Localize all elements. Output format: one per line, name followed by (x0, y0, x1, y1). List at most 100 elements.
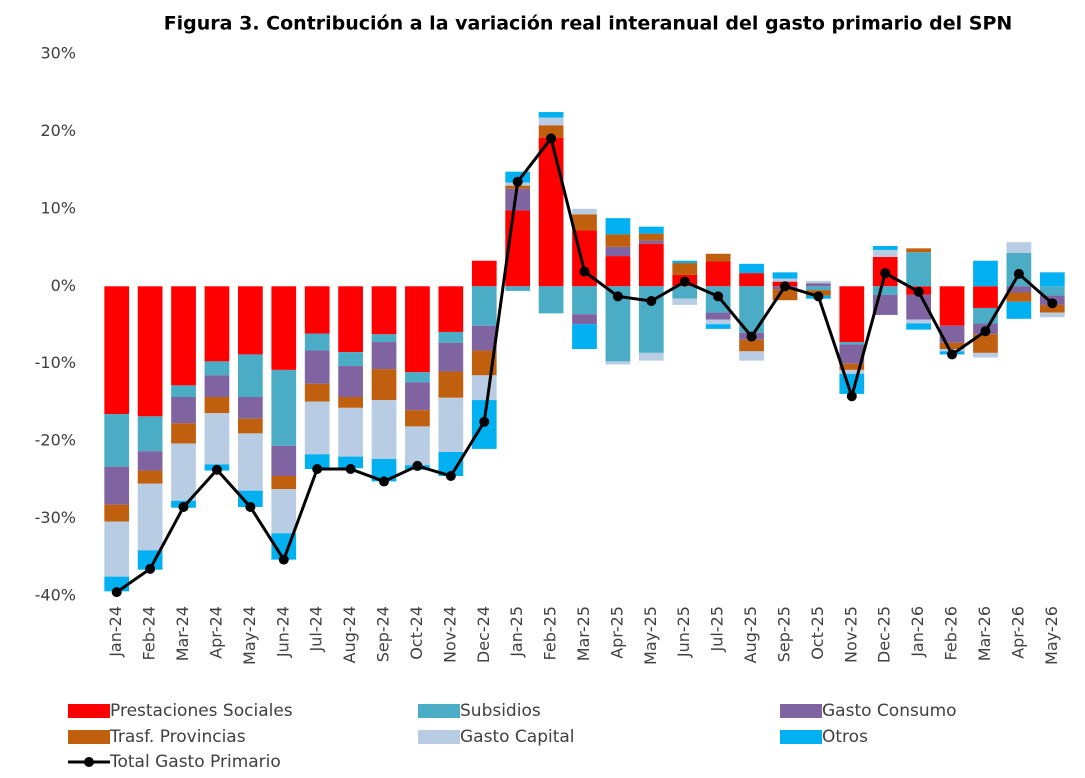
bar-segment (304, 350, 330, 384)
bar-segment (371, 458, 397, 482)
bar-segment (939, 286, 965, 326)
legend-swatch (418, 730, 460, 744)
bar-segment (104, 414, 130, 467)
bar-segment (405, 382, 430, 411)
bar-segment (572, 286, 597, 315)
bar-segment (204, 361, 230, 376)
bar-segment (605, 361, 631, 365)
bar-segment (405, 426, 430, 466)
x-tick-label: Aug-25 (741, 606, 760, 663)
bar-segment (906, 323, 932, 330)
bar-segment (137, 470, 163, 484)
line-marker (479, 416, 490, 427)
bar-segment (705, 324, 731, 329)
bar-segment (137, 483, 163, 551)
bar-segment (872, 246, 898, 250)
bar-segment (806, 280, 831, 284)
line-marker (679, 276, 690, 287)
x-tick-label: Jan-25 (507, 606, 526, 658)
bar-segment (338, 352, 363, 367)
bar-segment (538, 117, 564, 126)
legend-marker (84, 757, 94, 767)
line-marker (779, 281, 790, 292)
bar-segment (237, 490, 263, 507)
bar-segment (338, 366, 363, 398)
bar-segment (171, 443, 196, 501)
line-marker (145, 563, 156, 574)
line-marker (111, 587, 122, 598)
line-marker (713, 291, 724, 302)
bar-segment (906, 248, 932, 253)
x-tick-label: Mar-26 (975, 606, 994, 661)
bar-segment (638, 233, 664, 241)
y-tick-label: 0% (51, 276, 76, 295)
bar-segment (304, 383, 330, 402)
bar-segment (271, 445, 297, 476)
bar-segment (572, 324, 597, 350)
bar-segment (204, 375, 230, 398)
bar-segment (572, 208, 597, 215)
chart-title: Figura 3. Contribución a la variación re… (164, 13, 1013, 35)
bar-segment (505, 188, 531, 211)
line-marker (379, 476, 390, 487)
bar-segment (939, 325, 965, 343)
bar-segment (438, 397, 464, 452)
line-marker (947, 349, 958, 360)
bar-segment (1039, 286, 1065, 296)
x-tick-label: Feb-24 (140, 606, 159, 660)
bar-segment (973, 260, 998, 287)
line-marker (913, 286, 924, 297)
bar-segment (973, 334, 998, 353)
bar-segment (1006, 292, 1032, 302)
bar-segment (171, 385, 196, 398)
y-tick-label: 10% (40, 198, 76, 217)
line-marker (546, 133, 557, 144)
y-tick-label: -10% (35, 353, 76, 372)
legend-label: Total Gasto Primario (109, 752, 281, 772)
bar-segment (204, 397, 230, 414)
bar-segment (471, 286, 497, 326)
bar-segment (572, 314, 597, 325)
line-marker (813, 291, 824, 302)
legend-label: Gasto Capital (460, 727, 575, 747)
bar-segment (171, 423, 196, 444)
bar-segment (672, 260, 698, 264)
bar-segment (906, 319, 932, 324)
bar-segment (438, 371, 464, 398)
bar-segment (137, 416, 163, 452)
x-tick-label: Feb-25 (541, 606, 560, 660)
bar-segment (638, 226, 664, 234)
bar-segment (237, 286, 263, 355)
line-marker (612, 291, 623, 302)
bar-segment (371, 342, 397, 370)
bar-segment (605, 246, 631, 257)
bar-segment (1006, 242, 1032, 253)
bar-segment (672, 263, 698, 275)
y-tick-label: 30% (40, 44, 76, 63)
line-marker (412, 460, 423, 471)
bar-segment (471, 325, 497, 351)
bar-segment (839, 369, 865, 374)
legend-swatch (418, 704, 460, 718)
bar-segment (538, 137, 564, 287)
bar-segment (338, 286, 363, 353)
bar-segment (304, 454, 330, 470)
bar-segment (839, 342, 865, 345)
bar-segment (839, 344, 865, 364)
bar-segment (471, 260, 497, 287)
bar-segment (237, 397, 263, 419)
x-tick-label: Apr-26 (1008, 606, 1027, 659)
bar-segment (104, 521, 130, 577)
bar-segment (137, 286, 163, 417)
bar-segment (438, 342, 464, 372)
bar-segment (672, 286, 698, 299)
bar-segment (739, 351, 764, 361)
bar-segment (705, 312, 731, 320)
bar-segment (772, 289, 798, 301)
y-tick-label: -40% (35, 586, 76, 605)
bar-segment (104, 286, 130, 415)
x-tick-label: Nov-24 (440, 606, 459, 663)
bar-segment (939, 342, 965, 350)
bar-segment (839, 286, 865, 343)
